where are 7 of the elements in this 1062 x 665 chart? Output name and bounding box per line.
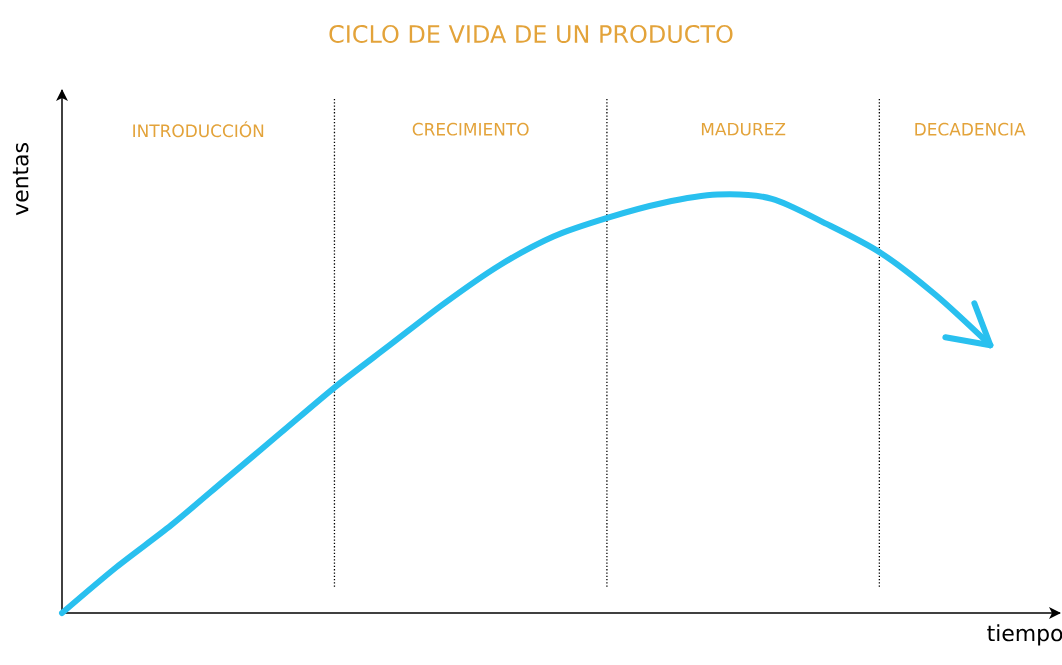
x-axis-title: tiempo xyxy=(987,624,1062,646)
text: DECADENCIA xyxy=(915,122,1026,136)
text: CRECIMIENTO xyxy=(412,122,529,136)
text: MADUREZ xyxy=(701,122,786,136)
y-axis-title: ventas xyxy=(12,143,29,216)
text: INTRODUCCIÓN xyxy=(133,121,264,138)
chart-title: CICLO DE VIDA DE UN PRODUCTO xyxy=(329,24,733,44)
